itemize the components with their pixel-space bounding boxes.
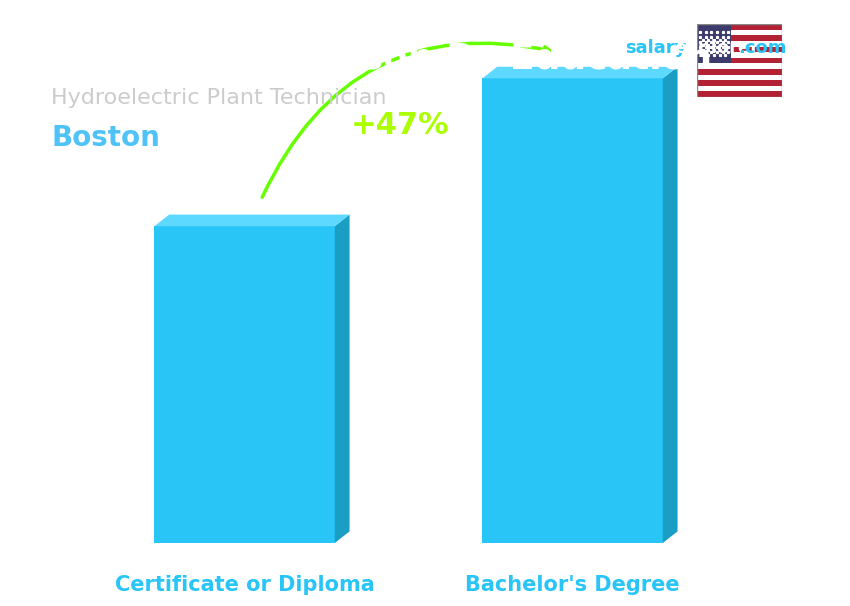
Bar [697,86,782,92]
Polygon shape [155,215,349,226]
Bar [697,47,782,52]
Text: Hydroelectric Plant Technician: Hydroelectric Plant Technician [51,88,387,108]
Polygon shape [663,67,677,543]
Text: 52,800 USD: 52,800 USD [500,27,646,47]
Polygon shape [483,67,677,78]
Text: +47%: +47% [351,112,450,141]
Bar [697,24,782,30]
Bar [697,41,782,47]
Bar [697,58,782,64]
Text: Bachelor's Degree: Bachelor's Degree [465,574,680,594]
Polygon shape [335,215,349,543]
Bar [697,35,782,41]
Bar [697,64,782,69]
Polygon shape [483,78,663,543]
Polygon shape [155,226,335,543]
Text: explorer: explorer [674,39,759,58]
Text: salary: salary [625,39,686,58]
Text: 36,000 USD: 36,000 USD [172,175,318,195]
Bar [697,69,782,75]
Text: Certificate or Diploma: Certificate or Diploma [115,574,375,594]
Text: Salary Comparison By Education: Salary Comparison By Education [51,42,712,76]
Bar [697,24,731,64]
Text: .com: .com [738,39,786,58]
Bar [697,92,782,97]
Bar [697,52,782,58]
Bar [697,80,782,86]
Bar [697,30,782,35]
Text: Average Yearly Salary: Average Yearly Salary [818,258,831,409]
Text: Boston: Boston [51,124,160,152]
Bar [697,75,782,80]
